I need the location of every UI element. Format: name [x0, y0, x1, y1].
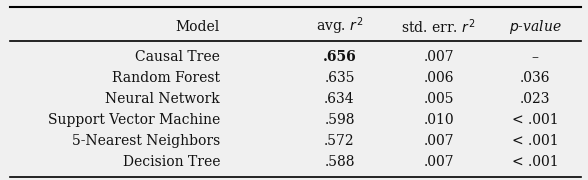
Text: .572: .572 [324, 134, 355, 148]
Text: < .001: < .001 [512, 134, 558, 148]
Text: .634: .634 [324, 92, 355, 106]
Text: .005: .005 [423, 92, 454, 106]
Text: .588: .588 [325, 155, 355, 169]
Text: Support Vector Machine: Support Vector Machine [48, 113, 220, 127]
Text: < .001: < .001 [512, 155, 558, 169]
Text: .023: .023 [520, 92, 550, 106]
Text: .656: .656 [323, 50, 356, 64]
Text: –: – [532, 50, 539, 64]
Text: .007: .007 [423, 134, 454, 148]
Text: .635: .635 [325, 71, 355, 85]
Text: < .001: < .001 [512, 113, 558, 127]
Text: Decision Tree: Decision Tree [122, 155, 220, 169]
Text: .006: .006 [423, 71, 454, 85]
Text: .007: .007 [423, 50, 454, 64]
Text: Model: Model [176, 20, 220, 34]
Text: .010: .010 [423, 113, 454, 127]
Text: Random Forest: Random Forest [112, 71, 220, 85]
Text: .036: .036 [520, 71, 550, 85]
Text: .598: .598 [325, 113, 355, 127]
Text: avg. $r^2$: avg. $r^2$ [316, 16, 363, 37]
Text: .007: .007 [423, 155, 454, 169]
Text: 5-Nearest Neighbors: 5-Nearest Neighbors [72, 134, 220, 148]
Text: $p$-value: $p$-value [509, 18, 561, 36]
Text: Causal Tree: Causal Tree [135, 50, 220, 64]
Text: Neural Network: Neural Network [105, 92, 220, 106]
Text: std. err. $r^2$: std. err. $r^2$ [402, 17, 476, 36]
